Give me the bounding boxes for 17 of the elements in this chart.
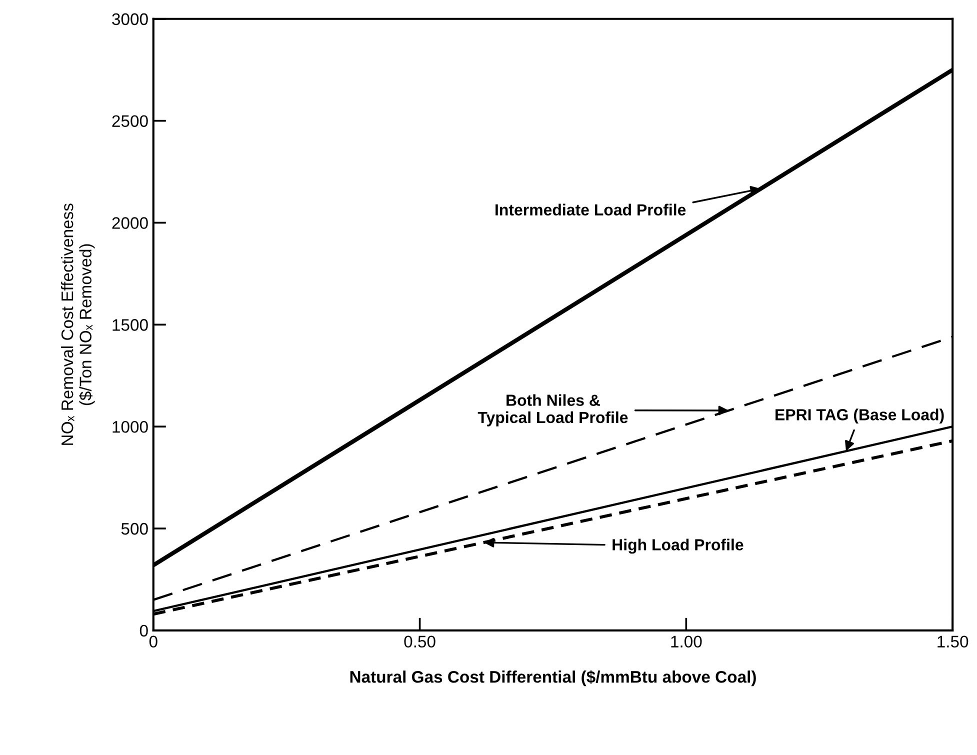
y-tick-label: 500	[121, 522, 148, 535]
x-tick-label: 0.50	[404, 636, 436, 648]
y-axis-title: NOₓ Removal Cost Effectiveness ($/Ton NOₓ Removed)	[60, 204, 95, 445]
series-label: EPRI TAG (Base Load)	[776, 408, 944, 424]
series-label: High Load Profile	[612, 538, 744, 554]
series-label: Intermediate Load Profile	[496, 204, 686, 216]
x-tick-label: 0	[149, 636, 158, 648]
y-tick-label: 1500	[112, 319, 148, 331]
y-tick-label: 2500	[112, 115, 148, 128]
y-tick-label: 0	[140, 624, 148, 637]
series-label: Both Niles & Typical Load Profile	[478, 394, 628, 426]
y-tick-label: 3000	[112, 13, 148, 26]
x-tick-label: 1.50	[938, 636, 968, 648]
x-tick-label: 1.00	[671, 636, 702, 648]
y-tick-label: 1000	[112, 420, 148, 433]
y-tick-label: 2000	[112, 217, 148, 229]
x-axis-title: Natural Gas Cost Differential ($/mmBtu above Coal)	[350, 670, 756, 686]
